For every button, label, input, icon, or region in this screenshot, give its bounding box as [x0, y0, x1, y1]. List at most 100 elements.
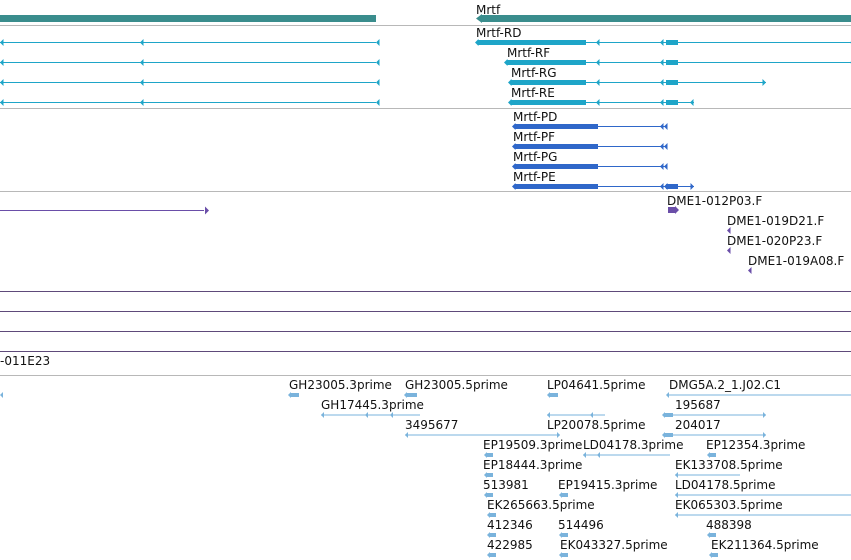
strand-arrow [547, 392, 550, 398]
est-label[interactable]: EP18444.3prime [483, 458, 583, 472]
strand-arrow [0, 39, 4, 46]
est-label[interactable]: LD04178.5prime [675, 478, 776, 492]
est-label[interactable]: DMG5A.2_1.J02.C1 [669, 378, 782, 392]
strand-arrow [484, 452, 487, 458]
insertion-label[interactable]: DME1-019A08.F [748, 254, 845, 268]
strand-arrow [709, 552, 712, 558]
strand-arrow [675, 492, 678, 498]
strand-arrow [376, 99, 380, 106]
gene-label[interactable]: Mrtf [476, 3, 501, 17]
strand-arrow [675, 512, 678, 518]
est-label[interactable]: GH23005.5prime [405, 378, 508, 392]
est-block [562, 533, 568, 537]
strand-arrow [707, 452, 710, 458]
est-label[interactable]: LP20078.5prime [547, 418, 646, 432]
strand-arrow [597, 452, 600, 458]
strand-arrow [140, 79, 144, 86]
strand-arrow [660, 99, 664, 106]
est-label[interactable]: 195687 [675, 398, 721, 412]
est-label[interactable]: 422985 [487, 538, 533, 552]
strand-arrow [660, 39, 664, 46]
est-label[interactable]: EP19509.3prime [483, 438, 583, 452]
est-label[interactable]: EP19415.3prime [558, 478, 658, 492]
strand-arrow [727, 247, 731, 254]
strand-arrow [675, 472, 678, 478]
est-label[interactable]: EK065303.5prime [675, 498, 783, 512]
est-block [490, 513, 496, 517]
strand-arrow [727, 227, 731, 234]
est-label[interactable]: EK211364.5prime [711, 538, 819, 552]
strand-arrow [512, 183, 516, 190]
strand-arrow [690, 99, 694, 106]
transcript-label[interactable]: Mrtf-RF [507, 46, 551, 60]
strand-arrow [0, 59, 4, 66]
polypeptide-label[interactable]: Mrtf-PD [513, 110, 558, 124]
strand-arrow [660, 143, 664, 150]
strand-arrow [0, 392, 3, 398]
transcript-label[interactable]: Mrtf-RG [511, 66, 557, 80]
est-label[interactable]: EK265663.5prime [487, 498, 595, 512]
est-label[interactable]: 514496 [558, 518, 604, 532]
est-block [550, 393, 558, 397]
strand-arrow [664, 143, 668, 150]
strand-arrow [405, 432, 408, 438]
exon-block [511, 80, 586, 85]
est-label[interactable]: LD04178.3prime [583, 438, 684, 452]
exon-block [666, 100, 678, 105]
est-block [562, 493, 568, 497]
exon-block [515, 184, 586, 189]
est-block [665, 413, 673, 417]
strand-arrow [596, 39, 600, 46]
est-label[interactable]: 204017 [675, 418, 721, 432]
insertion-label[interactable]: DME1-020P23.F [727, 234, 823, 248]
exon-block [666, 184, 678, 189]
est-block [291, 393, 299, 397]
strand-arrow [508, 99, 512, 106]
strand-arrow [707, 532, 710, 538]
exon-block [478, 40, 586, 45]
strand-arrow [140, 59, 144, 66]
strand-arrow [487, 552, 490, 558]
strand-arrow [484, 472, 487, 478]
strand-arrow [590, 412, 593, 418]
est-label[interactable]: GH17445.3prime [321, 398, 424, 412]
strand-arrow [512, 143, 516, 150]
gene-bar [0, 15, 376, 22]
est-label[interactable]: EP12354.3prime [706, 438, 806, 452]
polypeptide-label[interactable]: Mrtf-PG [513, 150, 558, 164]
est-label[interactable]: EK133708.5prime [675, 458, 783, 472]
exon-block [666, 80, 678, 85]
est-label[interactable]: 412346 [487, 518, 533, 532]
est-label[interactable]: GH23005.3prime [289, 378, 392, 392]
strand-arrow [557, 432, 560, 438]
est-label[interactable]: 488398 [706, 518, 752, 532]
strand-arrow [512, 123, 516, 130]
polypeptide-label[interactable]: Mrtf-PF [513, 130, 556, 144]
transcript-label[interactable]: Mrtf-RD [476, 26, 522, 40]
exon-block [515, 124, 586, 129]
exon-block [511, 100, 586, 105]
strand-arrow [0, 79, 4, 86]
exon-block [586, 124, 598, 129]
strand-arrow [487, 512, 490, 518]
strand-arrow [660, 183, 664, 190]
insertion-label[interactable]: DME1-019D21.F [727, 214, 825, 228]
est-label[interactable]: 513981 [483, 478, 529, 492]
transcript-label[interactable]: Mrtf-RE [511, 86, 555, 100]
est-label[interactable]: 3495677 [405, 418, 459, 432]
est-label[interactable]: LP04641.5prime [547, 378, 646, 392]
clone-label[interactable]: -011E23 [0, 354, 51, 368]
est-block [490, 553, 496, 557]
est-block [487, 493, 493, 497]
strand-arrow [559, 532, 562, 538]
strand-arrow [559, 492, 562, 498]
strand-arrow [376, 59, 380, 66]
polypeptide-label[interactable]: Mrtf-PE [513, 170, 556, 184]
strand-arrow [0, 99, 4, 106]
exon-block [586, 144, 598, 149]
exon-block [666, 60, 678, 65]
insertion-label[interactable]: DME1-012P03.F [667, 194, 763, 208]
exon-block [586, 184, 598, 189]
est-label[interactable]: EK043327.5prime [560, 538, 668, 552]
